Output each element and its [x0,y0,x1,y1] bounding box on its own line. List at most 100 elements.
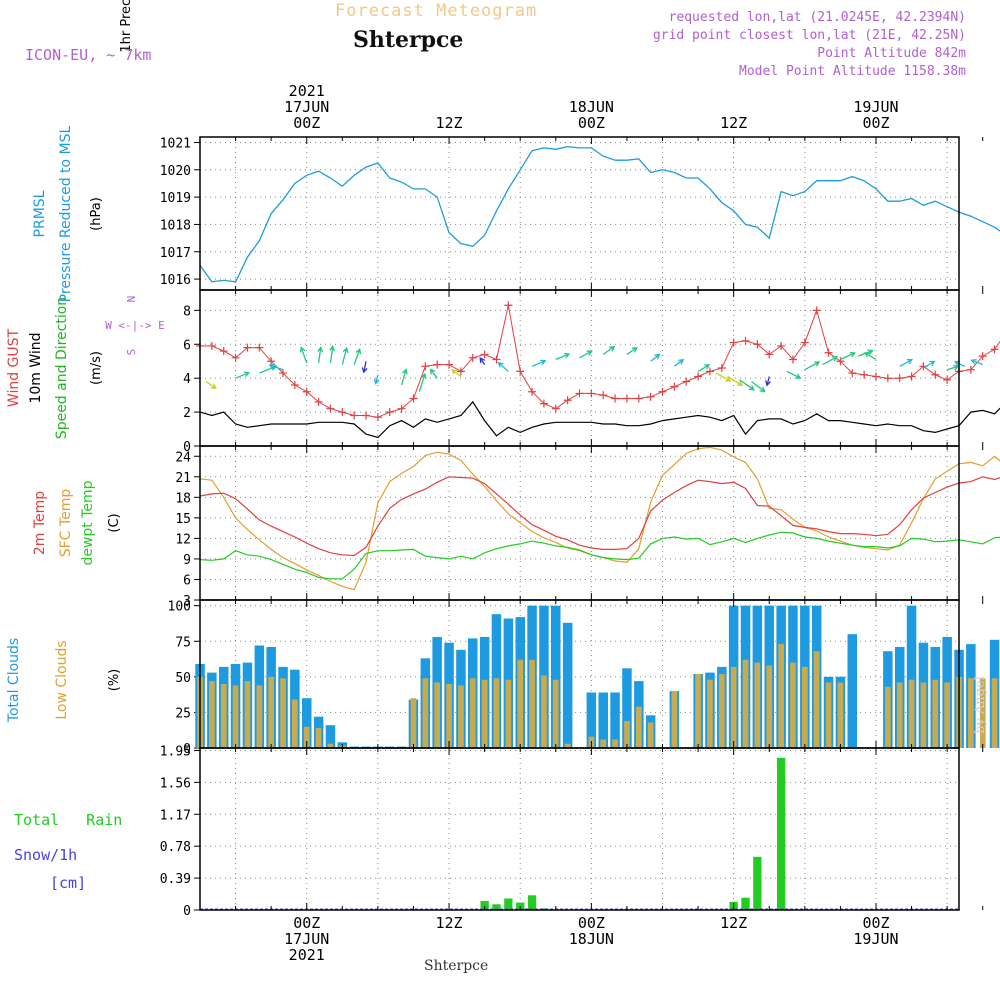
gust-marker [670,382,679,391]
wind-direction-arrow [361,361,368,374]
y-tick-label: 15 [175,512,191,527]
panels-layer: 1016 1017 1018 1019 1020 1021 (hPa) PRMSL Pressu… [6,0,1000,919]
top-time-label: 18JUN [569,98,614,116]
top-time-label: 12Z [720,114,747,132]
low-cloud-bar [896,682,903,748]
gust-marker [445,360,454,369]
gust-marker [385,408,394,417]
panel-frame [199,747,960,911]
gust-marker [587,389,596,398]
wind-direction-arrow [765,376,771,387]
gust-marker [646,392,655,401]
gust-marker [943,375,952,384]
low-cloud-bar [268,676,274,748]
wind-direction-arrow [715,372,732,382]
gust-marker [860,370,869,379]
low-cloud-bar [303,726,310,748]
wind-direction-arrow [268,363,284,371]
gust-marker [599,391,608,400]
wind-direction-arrow [650,353,661,362]
gust-marker [729,338,738,347]
gust-marker [871,372,880,381]
total-cloud-bar [906,605,917,748]
gust-marker [302,387,311,396]
low-cloud-bar [612,739,618,748]
y-tick-label: 6 [183,573,191,588]
wind-direction-arrow [205,381,217,389]
side-label: Total Rain [14,811,122,829]
low-cloud-bar [517,659,524,748]
low-cloud-bar [968,678,974,748]
wind-direction-arrow [555,352,571,361]
wind-direction-arrow [970,358,983,366]
top-time-label: 12Z [436,114,463,132]
low-cloud-bar [434,682,440,748]
y-tick-label: 1.17 [160,808,191,823]
bottom-time-label: 12Z [720,914,747,932]
gust-marker [907,372,916,381]
rain-bar [741,897,750,910]
wind-direction-arrow [674,358,685,367]
gust-marker [788,355,797,364]
low-cloud-bar [695,674,701,748]
footer-location: Shterpce [424,958,489,974]
side-label: Low Clouds [54,640,70,719]
gust-marker [682,377,691,386]
y-tick-label: 50 [175,671,191,686]
side-label: 2m Temp [32,491,48,555]
gust-marker [326,404,335,413]
total-cloud-bar [551,605,561,748]
y-axis-label: 1hr Precip (mm) [119,0,134,53]
low-cloud-bar [885,686,891,748]
y-tick-label: 1.56 [160,776,191,791]
y-tick-label: 100 [168,600,191,615]
low-cloud-bar [944,682,950,748]
chart-title: Forecast Meteogram [335,1,538,21]
wind-panel: 0 2 4 6 8 (m/s) Wind GUST 10m Wind Speed and Dir… [6,289,1000,455]
y-tick-label: 25 [175,706,191,721]
low-cloud-bar [766,665,773,748]
y-tick-label: 12 [175,532,191,547]
compass-south: S [125,349,138,356]
low-cloud-bar [244,681,251,748]
gust-marker [492,355,501,364]
top-time-label: 00Z [862,114,889,132]
low-cloud-bar [446,684,452,748]
gust-marker [800,338,809,347]
bottom-time-label: 17JUN [284,930,329,948]
wind-direction-arrow [946,364,960,371]
gust-marker [777,341,786,350]
gust-marker [456,367,465,376]
gust-marker [231,353,240,362]
rain-bar [492,904,501,910]
y-tick-label: 1016 [160,273,191,288]
y-tick-label: 6 [183,338,191,353]
gust-marker [207,341,216,350]
time-axis-labels: 202117JUN00Z12Z18JUN00Z12Z19JUN00Z12Z00Z… [284,82,898,964]
gust-marker [694,372,703,381]
wind-direction-arrow [739,379,756,391]
wind-direction-arrow [235,371,251,379]
low-cloud-bar [469,678,476,748]
low-cloud-bar [232,685,239,748]
low-cloud-bar [671,691,678,748]
wind-direction-arrow [626,347,638,355]
gust-marker [255,343,264,352]
total-cloud-bar [622,668,632,748]
gust-marker [575,389,584,398]
y-tick-label: 0 [183,742,191,757]
watermark: by Angel [973,676,988,734]
low-cloud-bar [458,685,464,748]
total-cloud-bar [586,692,597,748]
side-label: 10m Wind [28,332,44,403]
low-cloud-bar [422,678,429,748]
y-tick-label: 1020 [160,164,191,179]
y-tick-label: 1021 [160,136,191,151]
wind-direction-arrow [531,359,547,367]
y-axis-label: (hPa) [89,197,104,231]
total-cloud-bar [325,725,336,748]
bottom-time-label: 12Z [436,914,463,932]
total-cloud-bar [610,692,620,748]
low-cloud-bar [220,684,227,748]
